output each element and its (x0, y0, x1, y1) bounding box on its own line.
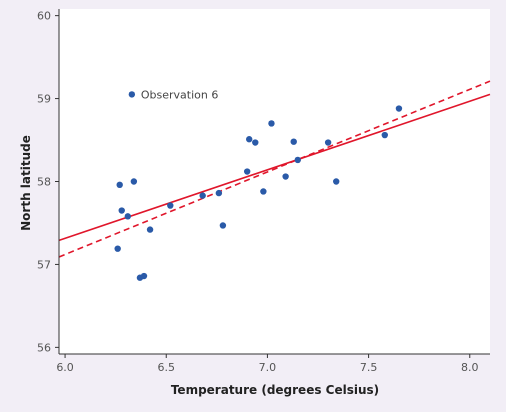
data-point (324, 139, 332, 146)
data-point (219, 222, 227, 229)
y-tick-label: 60 (37, 10, 51, 23)
y-tick-label: 57 (37, 258, 51, 271)
data-point (215, 189, 223, 197)
data-point (118, 207, 125, 214)
data-point (294, 156, 301, 164)
data-point (128, 91, 136, 98)
data-point (167, 202, 174, 209)
data-point (199, 192, 206, 199)
y-tick-label: 58 (37, 176, 51, 189)
y-axis-title: North latitude (19, 135, 33, 231)
y-axis-ticks: 56 57 58 59 60 (37, 10, 59, 354)
data-point (124, 213, 131, 220)
x-tick-label: 7.0 (259, 361, 277, 374)
data-point (114, 245, 121, 252)
y-tick-label: 56 (37, 341, 51, 354)
data-point (381, 131, 388, 139)
data-point (333, 178, 340, 185)
data-point (243, 168, 251, 175)
data-point (252, 139, 259, 146)
annotation-label: Observation 6 (141, 88, 218, 101)
x-tick-label: 8.0 (461, 361, 479, 374)
data-point (246, 136, 253, 143)
x-tick-label: 7.5 (360, 361, 378, 374)
x-tick-label: 6.5 (157, 361, 175, 374)
regression-line-dashed (58, 80, 491, 258)
data-points (114, 91, 403, 281)
data-point (146, 226, 154, 233)
data-point (395, 105, 403, 112)
data-point (282, 173, 289, 180)
data-point (116, 181, 123, 189)
plot-area (59, 9, 490, 354)
data-point (290, 138, 297, 145)
data-point (130, 178, 138, 185)
data-point (140, 272, 148, 280)
data-point (268, 120, 275, 127)
data-point (260, 188, 267, 195)
x-axis-ticks: 6.0 6.5 7.0 7.5 8.0 (56, 354, 479, 374)
y-tick-label: 59 (37, 93, 51, 106)
x-axis-title: Temperature (degrees Celsius) (171, 383, 379, 397)
x-tick-label: 6.0 (56, 361, 74, 374)
annotations: Observation 6 (141, 88, 218, 101)
